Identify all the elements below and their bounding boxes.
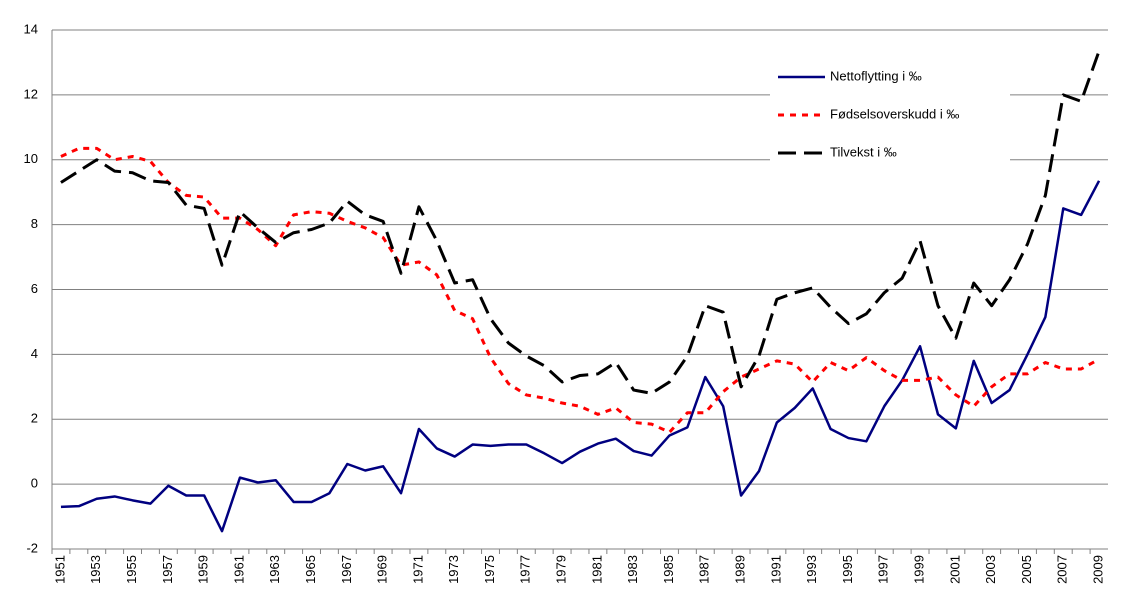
x-tick-label: 1971 bbox=[410, 555, 425, 584]
legend-label: Nettoflytting i ‰ bbox=[830, 68, 922, 83]
series-line bbox=[60, 146, 1100, 434]
x-tick-label: 1955 bbox=[124, 555, 139, 584]
x-tick-label: 1975 bbox=[482, 555, 497, 584]
y-tick-label: 10 bbox=[24, 151, 38, 166]
x-tick-label: 1999 bbox=[912, 555, 927, 584]
x-tick-label: 1979 bbox=[554, 555, 569, 584]
y-tick-label: 4 bbox=[31, 346, 38, 361]
x-tick-label: 1997 bbox=[876, 555, 891, 584]
y-tick-label: 2 bbox=[31, 411, 38, 426]
x-tick-label: 1951 bbox=[52, 555, 67, 584]
y-tick-label: 8 bbox=[31, 216, 38, 231]
legend-label: Tilvekst i ‰ bbox=[830, 144, 897, 159]
x-tick-label: 1969 bbox=[375, 555, 390, 584]
x-tick-label: 1961 bbox=[231, 555, 246, 584]
legend-label: Fødselsoverskudd i ‰ bbox=[830, 106, 959, 121]
x-tick-label: 1973 bbox=[446, 555, 461, 584]
x-tick-label: 1963 bbox=[267, 555, 282, 584]
x-tick-label: 1983 bbox=[625, 555, 640, 584]
x-tick-label: 1989 bbox=[733, 555, 748, 584]
x-tick-label: 1977 bbox=[518, 555, 533, 584]
x-tick-label: 1967 bbox=[339, 555, 354, 584]
x-tick-label: 2005 bbox=[1019, 555, 1034, 584]
x-tick-label: 2009 bbox=[1090, 555, 1105, 584]
series-line bbox=[60, 50, 1101, 395]
x-tick-label: 1965 bbox=[303, 555, 318, 584]
y-tick-label: 14 bbox=[24, 21, 38, 36]
x-tick-label: 1993 bbox=[804, 555, 819, 584]
x-tick-label: 1953 bbox=[88, 555, 103, 584]
x-tick-label: 1957 bbox=[160, 555, 175, 584]
y-tick-label: 0 bbox=[31, 476, 38, 491]
y-tick-label: 6 bbox=[31, 281, 38, 296]
x-tick-label: 2003 bbox=[983, 555, 998, 584]
x-tick-label: 1995 bbox=[840, 555, 855, 584]
x-tick-label: 2007 bbox=[1055, 555, 1070, 584]
x-tick-label: 1981 bbox=[589, 555, 604, 584]
y-tick-label: 12 bbox=[24, 86, 38, 101]
x-tick-label: 1985 bbox=[661, 555, 676, 584]
x-tick-label: 1991 bbox=[768, 555, 783, 584]
x-tick-label: 1959 bbox=[196, 555, 211, 584]
x-tick-label: 1987 bbox=[697, 555, 712, 584]
series-line bbox=[60, 180, 1101, 533]
y-tick-label: -2 bbox=[26, 540, 38, 555]
x-tick-label: 2001 bbox=[947, 555, 962, 584]
